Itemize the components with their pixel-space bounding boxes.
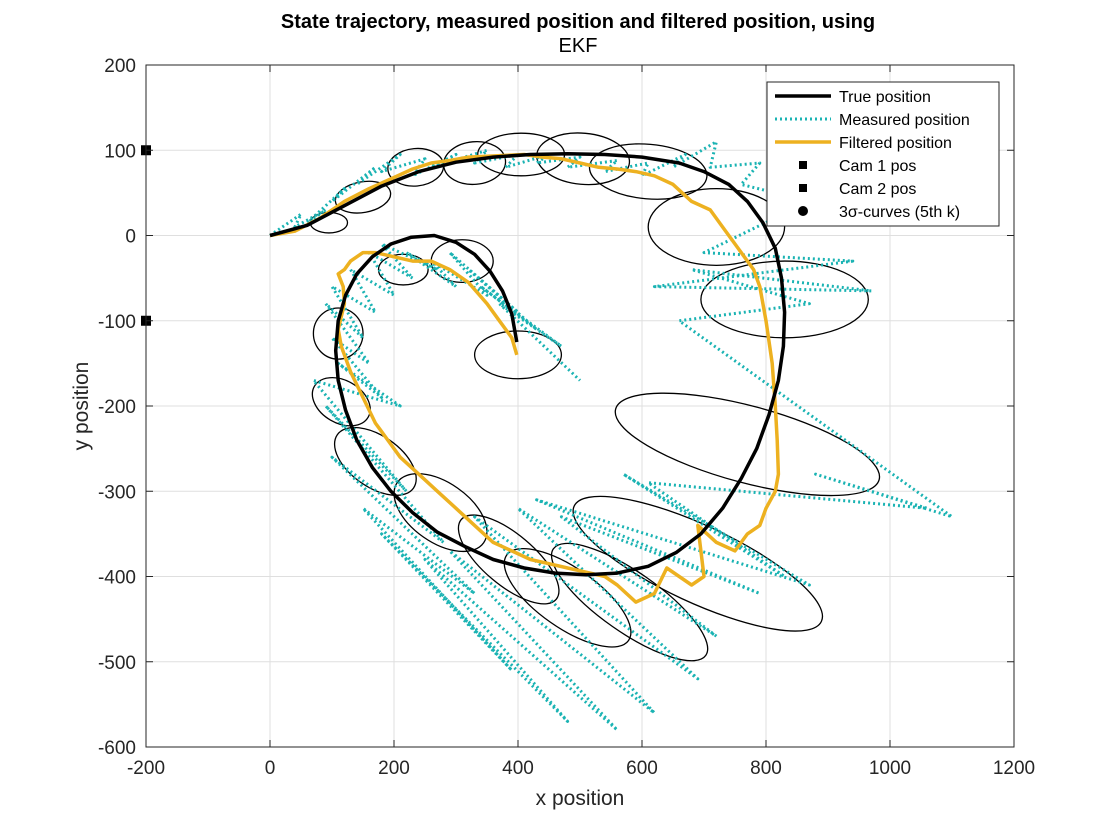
chart-subtitle: EKF	[559, 35, 598, 57]
x-tick-label-6: 1000	[869, 758, 911, 779]
y-tick-label-1: -500	[98, 653, 136, 674]
legend-entry-1: Measured position	[775, 112, 970, 129]
legend-label-4: Cam 2 pos	[839, 181, 916, 198]
y-axis-label: y position	[70, 362, 93, 451]
series-filtered-position	[269, 152, 781, 604]
sigma-ellipse-16	[311, 376, 371, 427]
legend-box	[766, 81, 1000, 227]
sigma-ellipse-13	[457, 514, 560, 605]
x-tick-label-0: -200	[127, 758, 165, 779]
sigma-ellipse-20	[473, 330, 563, 380]
sigma-ellipse-17	[312, 307, 364, 360]
legend-entry-4: Cam 2 pos	[799, 181, 916, 198]
x-tick-label-7: 1200	[993, 758, 1035, 779]
legend-entry-2: Filtered position	[775, 135, 952, 152]
legend-swatch-4	[799, 184, 807, 192]
legend-swatch-5	[798, 206, 808, 216]
sigma-ellipse-11	[550, 542, 709, 662]
legend-label-2: Filtered position	[839, 135, 952, 152]
legend-entry-5: 3σ-curves (5th k)	[798, 204, 960, 221]
x-tick-label-1: 0	[265, 758, 276, 779]
x-tick-label-4: 600	[626, 758, 658, 779]
x-axis-label: x position	[536, 787, 625, 810]
y-tick-label-6: 0	[125, 227, 136, 248]
y-tick-label-3: -300	[98, 482, 136, 503]
x-tick-label-5: 800	[750, 758, 782, 779]
legend-swatch-3	[799, 161, 807, 169]
legend-entry-3: Cam 1 pos	[799, 158, 916, 175]
legend: True position Measured position Filtered p…	[766, 81, 1000, 227]
x-tick-label-3: 400	[502, 758, 534, 779]
y-tick-label-2: -400	[98, 568, 136, 589]
legend-label-3: Cam 1 pos	[839, 158, 916, 175]
y-tick-label-0: -600	[98, 738, 136, 759]
y-tick-label-5: -100	[98, 312, 136, 333]
ticks-group: -200 0 200 400 600 800 1000 1200-600-500-400-30…	[98, 56, 1035, 779]
legend-label-1: Measured position	[839, 112, 970, 129]
sigma-ellipse-7	[647, 187, 786, 266]
series-measured-position	[269, 140, 954, 732]
legend-label-5: 3σ-curves (5th k)	[839, 204, 960, 221]
y-tick-label-4: -200	[98, 397, 136, 418]
x-tick-label-2: 200	[378, 758, 410, 779]
y-tick-label-8: 200	[104, 56, 136, 77]
sigma-ellipse-1	[334, 180, 392, 214]
sigma-ellipse-18	[377, 253, 429, 286]
chart-title: State trajectory, measured position and …	[281, 11, 875, 33]
series-true-position	[269, 151, 787, 577]
legend-entry-0: True position	[775, 89, 931, 106]
legend-label-0: True position	[839, 89, 931, 106]
sigma-ellipse-14	[393, 473, 488, 553]
y-tick-label-7: 100	[104, 141, 136, 162]
series-group	[269, 140, 954, 732]
